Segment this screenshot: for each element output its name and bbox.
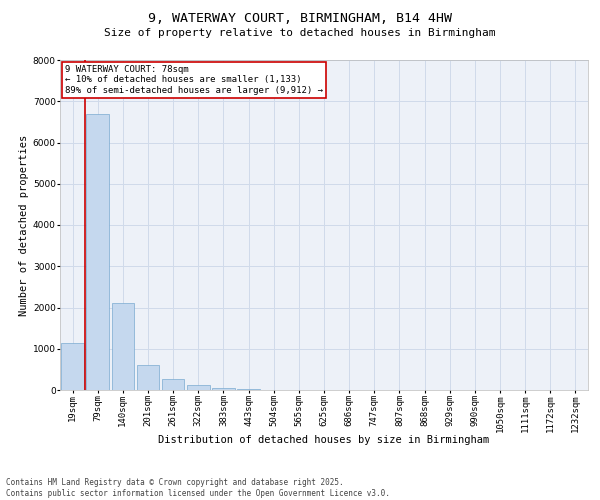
Bar	[162, 379, 184, 390]
Bar	[187, 386, 209, 390]
Bar	[112, 304, 134, 390]
Y-axis label: Number of detached properties: Number of detached properties	[19, 134, 29, 316]
X-axis label: Distribution of detached houses by size in Birmingham: Distribution of detached houses by size …	[158, 434, 490, 444]
Text: Contains HM Land Registry data © Crown copyright and database right 2025.
Contai: Contains HM Land Registry data © Crown c…	[6, 478, 390, 498]
Text: Size of property relative to detached houses in Birmingham: Size of property relative to detached ho…	[104, 28, 496, 38]
Bar	[212, 388, 235, 390]
Bar	[137, 365, 160, 390]
Bar	[237, 389, 260, 390]
Bar	[61, 344, 84, 390]
Text: 9 WATERWAY COURT: 78sqm
← 10% of detached houses are smaller (1,133)
89% of semi: 9 WATERWAY COURT: 78sqm ← 10% of detache…	[65, 65, 323, 95]
Text: 9, WATERWAY COURT, BIRMINGHAM, B14 4HW: 9, WATERWAY COURT, BIRMINGHAM, B14 4HW	[148, 12, 452, 26]
Bar	[86, 114, 109, 390]
